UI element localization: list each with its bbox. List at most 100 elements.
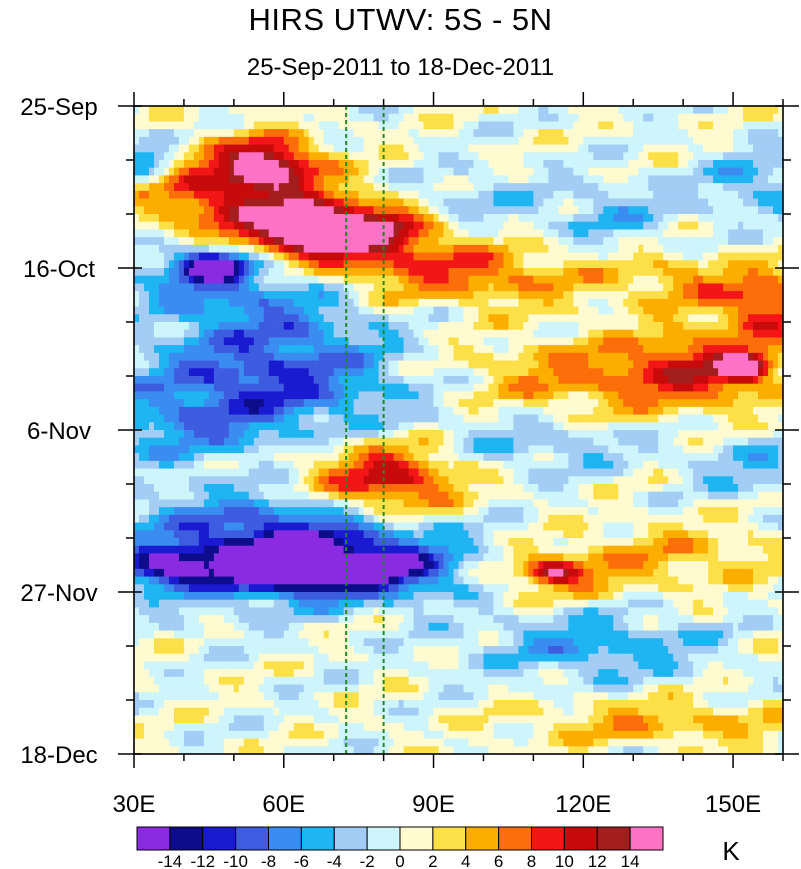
heatmap-cell [178, 376, 185, 385]
heatmap-cell [173, 383, 180, 393]
heatmap-cell [713, 252, 719, 261]
heatmap-cell [643, 345, 649, 354]
heatmap-cell [668, 391, 674, 400]
heatmap-cell [723, 360, 729, 369]
heatmap-cell [383, 345, 390, 354]
heatmap-cell [618, 244, 624, 254]
heatmap-cell [468, 275, 475, 285]
heatmap-cell [563, 283, 569, 292]
heatmap-cell [733, 214, 739, 223]
heatmap-cell [393, 113, 400, 123]
heatmap-cell [683, 383, 689, 393]
heatmap-cell [558, 167, 564, 177]
heatmap-cell [193, 298, 200, 308]
heatmap-cell [633, 252, 639, 261]
heatmap-cell [258, 136, 265, 146]
heatmap-cell [438, 229, 445, 238]
heatmap-cell [658, 144, 664, 153]
heatmap-cell [413, 136, 420, 146]
heatmap-cell [338, 144, 345, 153]
heatmap-cell [143, 121, 150, 130]
heatmap-cell [338, 136, 345, 146]
heatmap-cell [723, 190, 729, 200]
heatmap-cell [338, 121, 345, 130]
heatmap-cell [738, 283, 744, 292]
heatmap-cell [753, 183, 759, 192]
heatmap-cell [298, 322, 305, 331]
heatmap-cell [753, 291, 759, 300]
heatmap-cell [173, 360, 180, 369]
heatmap-cell [178, 229, 185, 238]
heatmap-cell [268, 252, 275, 261]
heatmap-cell [158, 291, 165, 300]
heatmap-cell [698, 283, 704, 292]
heatmap-cell [633, 383, 639, 393]
heatmap-cell [738, 237, 744, 246]
heatmap-cell [773, 298, 779, 308]
heatmap-cell [648, 291, 654, 300]
heatmap-cell [323, 206, 330, 215]
heatmap-cell [383, 167, 390, 177]
heatmap-cell [338, 329, 345, 339]
heatmap-cell [408, 391, 415, 400]
heatmap-cell [503, 376, 510, 385]
heatmap-cell [208, 198, 215, 207]
heatmap-cell [593, 368, 599, 377]
heatmap-cell [523, 391, 529, 400]
heatmap-cell [663, 198, 669, 207]
heatmap-cell [168, 229, 175, 238]
heatmap-cell [603, 383, 609, 393]
heatmap-cell [183, 352, 190, 362]
heatmap-cell [438, 345, 445, 354]
heatmap-cell [448, 345, 455, 354]
heatmap-cell [363, 113, 370, 123]
heatmap-cell [283, 322, 290, 331]
heatmap-cell [533, 368, 539, 377]
heatmap-cell [508, 268, 515, 277]
heatmap-cell [663, 206, 669, 215]
heatmap-cell [608, 214, 614, 223]
heatmap-cell [168, 291, 175, 300]
heatmap-cell [668, 314, 674, 323]
heatmap-cell [183, 360, 190, 369]
heatmap-cell [218, 376, 225, 385]
heatmap-cell [333, 360, 340, 369]
heatmap-cell [263, 399, 270, 408]
heatmap-cell [553, 144, 559, 153]
heatmap-cell [728, 260, 734, 269]
heatmap-cell [713, 260, 719, 269]
heatmap-cell [248, 160, 255, 169]
heatmap-cell [328, 268, 335, 277]
heatmap-cell [168, 190, 175, 200]
heatmap-cell [623, 291, 629, 300]
heatmap-cell [143, 360, 150, 369]
heatmap-cell [753, 152, 759, 161]
heatmap-cell [143, 314, 150, 323]
heatmap-cell [358, 368, 365, 377]
heatmap-cell [468, 190, 475, 200]
heatmap-cell [618, 214, 624, 223]
heatmap-cell [208, 306, 215, 315]
heatmap-cell [558, 360, 564, 369]
heatmap-cell [483, 136, 490, 146]
heatmap-cell [223, 175, 230, 184]
heatmap-cell [728, 283, 734, 292]
heatmap-cell [383, 136, 390, 146]
heatmap-cell [568, 206, 574, 215]
heatmap-cell [498, 113, 505, 123]
heatmap-cell [593, 183, 599, 192]
heatmap-cell [558, 268, 564, 277]
heatmap-cell [488, 136, 495, 146]
heatmap-cell [188, 144, 195, 153]
heatmap-cell [378, 136, 385, 146]
heatmap-cell [318, 136, 325, 146]
heatmap-cell [138, 376, 145, 385]
heatmap-cell [163, 283, 170, 292]
heatmap-cell [258, 175, 265, 184]
heatmap-cell [693, 368, 699, 377]
heatmap-cell [683, 113, 689, 123]
heatmap-cell [288, 106, 295, 115]
heatmap-cell [438, 368, 445, 377]
heatmap-cell [273, 144, 280, 153]
heatmap-cell [168, 183, 175, 192]
